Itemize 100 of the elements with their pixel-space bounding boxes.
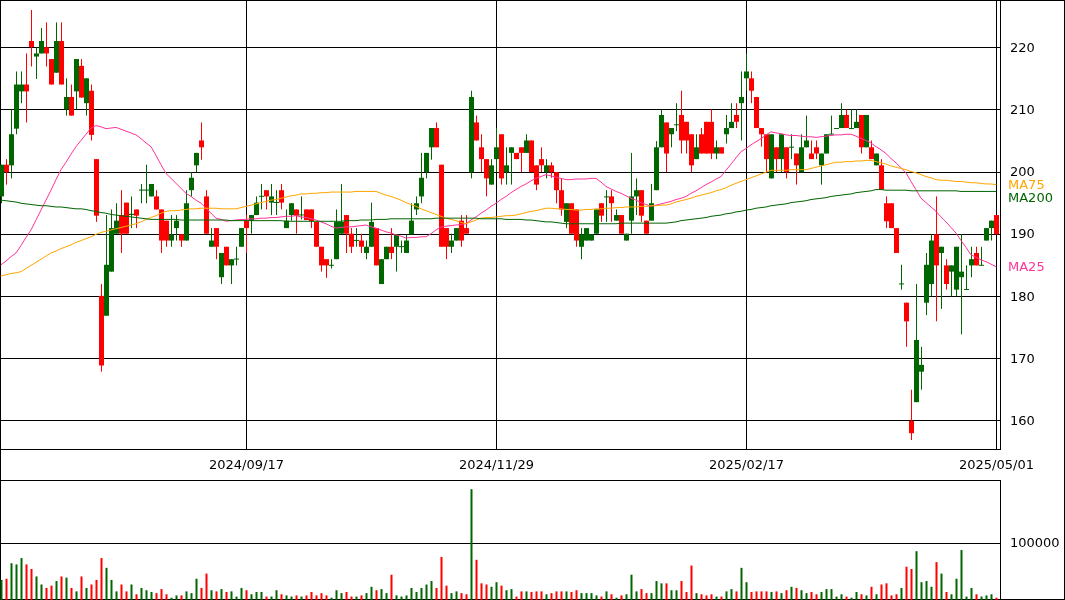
- bar: [390, 574, 393, 600]
- candlestick: [729, 102, 734, 129]
- candlestick: [559, 177, 564, 217]
- bar: [620, 595, 623, 600]
- candlestick: [489, 158, 494, 186]
- bar: [420, 587, 423, 600]
- x-tick-label: 2024/09/17: [209, 457, 284, 473]
- candlestick: [214, 227, 219, 260]
- bar: [985, 595, 988, 600]
- x-tick-label: 2025/05/01: [959, 457, 1034, 473]
- candlestick: [359, 233, 364, 254]
- candlestick: [694, 133, 699, 160]
- bar: [410, 587, 413, 600]
- bar: [740, 567, 743, 600]
- candlestick: [244, 214, 249, 254]
- candlestick: [189, 171, 194, 197]
- bar: [385, 593, 388, 600]
- bar: [480, 583, 483, 600]
- bar: [345, 591, 348, 600]
- x-tick-label: 2024/11/29: [459, 457, 534, 473]
- bar: [195, 578, 198, 600]
- bar: [725, 591, 728, 600]
- bar: [180, 595, 183, 600]
- candlestick: [944, 258, 949, 291]
- bar: [840, 594, 843, 600]
- candlestick: [329, 258, 334, 270]
- bar: [530, 591, 533, 600]
- candlestick: [739, 70, 744, 141]
- series-label: MA25: [1008, 259, 1045, 275]
- candlestick: [609, 189, 614, 223]
- bar: [505, 590, 508, 600]
- candlestick: [69, 84, 74, 117]
- bar: [875, 594, 878, 600]
- bar: [705, 595, 708, 600]
- bar: [230, 591, 233, 600]
- candlestick: [539, 146, 544, 173]
- candlestick: [674, 102, 679, 132]
- candlestick: [789, 133, 794, 160]
- bar: [115, 591, 118, 600]
- bar: [370, 586, 373, 600]
- bar: [260, 591, 263, 600]
- bar: [155, 593, 158, 600]
- bar: [780, 593, 783, 600]
- y-tick-label: 220: [1010, 39, 1035, 55]
- bar: [245, 590, 248, 600]
- bar: [865, 595, 868, 600]
- candlestick: [524, 133, 529, 154]
- bar: [285, 595, 288, 600]
- bar: [750, 591, 753, 600]
- bar: [860, 594, 863, 600]
- bar: [310, 591, 313, 600]
- bar: [830, 589, 833, 600]
- bar: [760, 591, 763, 600]
- bar: [475, 559, 478, 600]
- bar: [520, 591, 523, 600]
- bar: [135, 594, 138, 600]
- candlestick: [349, 227, 354, 254]
- bar: [690, 565, 693, 600]
- bar: [465, 594, 468, 600]
- bar: [130, 584, 133, 600]
- bar: [665, 583, 668, 600]
- bar: [460, 593, 463, 600]
- bar: [945, 591, 948, 600]
- bar: [160, 589, 163, 600]
- bar: [930, 586, 933, 600]
- bar: [250, 594, 253, 600]
- bar: [205, 573, 208, 600]
- bar: [695, 593, 698, 600]
- bar: [590, 593, 593, 600]
- bar: [545, 594, 548, 600]
- candlestick: [634, 177, 639, 216]
- bar: [635, 591, 638, 600]
- bar: [50, 585, 53, 600]
- bar: [820, 591, 823, 600]
- bar: [960, 550, 963, 600]
- bar: [65, 577, 68, 600]
- bar: [710, 594, 713, 600]
- bar: [730, 589, 733, 600]
- bar: [435, 587, 438, 600]
- bar: [670, 590, 673, 600]
- line-series: [0, 125, 997, 268]
- bar: [90, 584, 93, 600]
- bar: [800, 590, 803, 600]
- y-tick-label: 170: [1010, 350, 1035, 366]
- bar: [200, 587, 203, 600]
- bar: [490, 586, 493, 600]
- bar: [395, 595, 398, 600]
- bar: [150, 591, 153, 600]
- bar: [85, 587, 88, 600]
- candlestick: [299, 195, 304, 220]
- candlestick: [364, 240, 369, 260]
- bar: [795, 587, 798, 600]
- bar: [565, 591, 568, 600]
- bar: [430, 581, 433, 600]
- bar: [110, 579, 113, 600]
- candlestick: [979, 246, 984, 266]
- bar: [805, 593, 808, 600]
- bar: [120, 584, 123, 600]
- bar: [305, 595, 308, 600]
- candlestick: [434, 121, 439, 148]
